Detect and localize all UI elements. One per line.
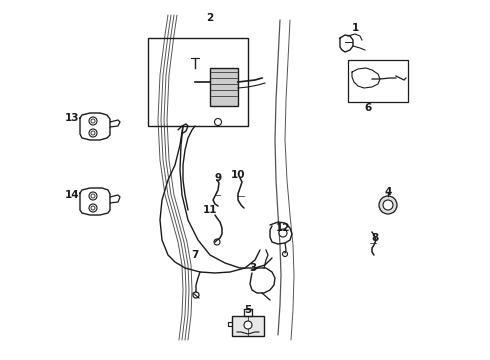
Circle shape — [379, 196, 397, 214]
Text: 6: 6 — [365, 103, 371, 113]
Text: 9: 9 — [215, 173, 221, 183]
Text: 10: 10 — [231, 170, 245, 180]
Circle shape — [279, 229, 287, 237]
Text: 3: 3 — [249, 263, 257, 273]
Text: 11: 11 — [203, 205, 217, 215]
Text: 4: 4 — [384, 187, 392, 197]
Bar — [148, 38, 248, 126]
Circle shape — [383, 200, 393, 210]
Text: 5: 5 — [245, 305, 252, 315]
Text: 7: 7 — [191, 250, 198, 260]
Text: 14: 14 — [65, 190, 79, 200]
Text: 2: 2 — [206, 13, 214, 23]
Circle shape — [89, 192, 97, 200]
Text: 12: 12 — [276, 223, 290, 233]
Bar — [232, 316, 264, 336]
Text: 1: 1 — [351, 23, 359, 33]
Text: 13: 13 — [65, 113, 79, 123]
Circle shape — [89, 204, 97, 212]
Bar — [210, 68, 238, 106]
Circle shape — [244, 321, 252, 329]
Circle shape — [89, 117, 97, 125]
Bar — [348, 60, 408, 102]
Circle shape — [89, 129, 97, 137]
Text: 8: 8 — [371, 233, 379, 243]
